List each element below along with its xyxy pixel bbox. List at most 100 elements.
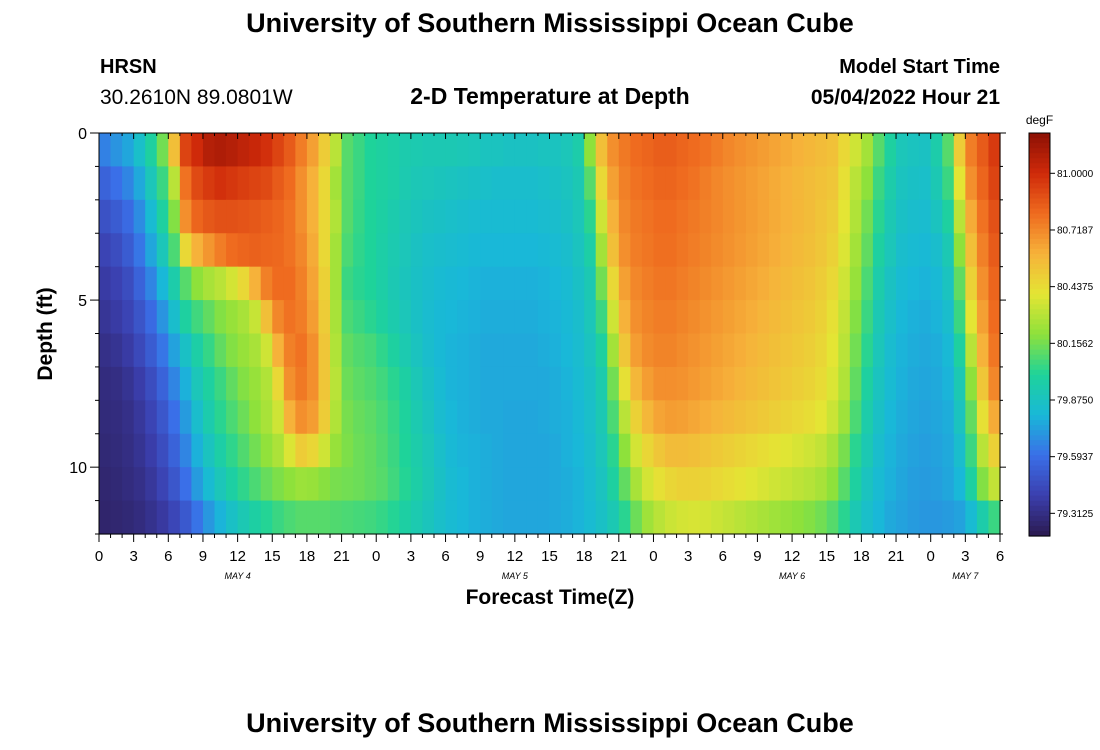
heatmap-cell	[283, 333, 296, 368]
heatmap-cell	[549, 133, 562, 168]
heatmap-cell	[722, 300, 735, 335]
heatmap-cell	[156, 400, 169, 435]
heatmap-cell	[838, 366, 851, 401]
heatmap-cell	[965, 366, 978, 401]
heatmap-cell	[480, 233, 493, 268]
heatmap-cell	[145, 400, 158, 435]
heatmap-cell	[145, 333, 158, 368]
heatmap-cell	[410, 166, 424, 201]
heatmap-cell	[561, 500, 574, 535]
x-axis-label: Forecast Time(Z)	[466, 586, 635, 609]
heatmap-cell	[838, 500, 851, 535]
x-tick-label: 15	[818, 548, 835, 565]
heatmap-cell	[907, 266, 920, 301]
heatmap-cell	[295, 333, 308, 368]
heatmap-cell	[376, 500, 389, 535]
heatmap-cell	[942, 366, 955, 401]
heatmap-cell	[491, 400, 504, 435]
heatmap-cell	[179, 366, 193, 401]
heatmap-cell	[445, 400, 458, 435]
heatmap-cell	[549, 400, 562, 435]
heatmap-cell	[907, 133, 920, 168]
heatmap-cell	[745, 300, 759, 335]
heatmap-cell	[561, 199, 574, 234]
heatmap-cell	[99, 133, 112, 168]
heatmap-cell	[665, 300, 678, 335]
heatmap-cell	[734, 433, 747, 468]
heatmap-cell	[503, 166, 516, 201]
heatmap-cell	[387, 400, 400, 435]
heatmap-cell	[988, 500, 1001, 535]
heatmap-cell	[156, 166, 169, 201]
heatmap-cell	[364, 400, 377, 435]
heatmap-cell	[561, 166, 574, 201]
heatmap-cell	[665, 199, 678, 234]
heatmap-cell	[410, 400, 424, 435]
heatmap-cell	[330, 199, 343, 234]
heatmap-cell	[503, 333, 516, 368]
heatmap-cell	[330, 266, 343, 301]
heatmap-cell	[630, 199, 643, 234]
heatmap-cell	[306, 300, 320, 335]
heatmap-cell	[503, 500, 516, 535]
heatmap-cell	[988, 266, 1001, 301]
heatmap-cell	[422, 500, 435, 535]
heatmap-cell	[861, 266, 874, 301]
heatmap-cell	[595, 400, 608, 435]
colorbar-tick-label: 80.4375	[1057, 282, 1094, 293]
heatmap-cell	[803, 266, 816, 301]
heatmap-cell	[110, 500, 123, 535]
colorbar-tick-label: 79.5937	[1057, 452, 1094, 463]
heatmap-cell	[364, 500, 377, 535]
heatmap-cell	[699, 199, 712, 234]
heatmap-cell	[156, 333, 169, 368]
heatmap-cell	[306, 433, 320, 468]
heatmap-cell	[942, 500, 955, 535]
heatmap-cell	[226, 333, 239, 368]
heatmap-cell	[503, 233, 516, 268]
colorbar-segment	[1029, 294, 1050, 300]
heatmap-cell	[468, 166, 481, 201]
heatmap-cell	[988, 166, 1001, 201]
heatmap-cell	[907, 400, 920, 435]
heatmap-cell	[283, 433, 296, 468]
heatmap-cell	[249, 133, 262, 168]
heatmap-cell	[907, 500, 920, 535]
heatmap-cell	[526, 500, 539, 535]
heatmap-cell	[526, 266, 539, 301]
heatmap-cell	[179, 500, 193, 535]
heatmap-cell	[942, 433, 955, 468]
heatmap-cell	[711, 500, 724, 535]
heatmap-cell	[330, 400, 343, 435]
heatmap-cell	[595, 233, 608, 268]
heatmap-cell	[757, 166, 770, 201]
heatmap-cell	[919, 199, 932, 234]
heatmap-cell	[514, 333, 527, 368]
colorbar-segment	[1029, 480, 1050, 487]
heatmap-cell	[341, 366, 354, 401]
heatmap-cell	[526, 233, 539, 268]
x-tick-label: 15	[541, 548, 558, 565]
heatmap-cell	[919, 166, 932, 201]
heatmap-cell	[930, 166, 943, 201]
heatmap-cell	[688, 300, 701, 335]
heatmap-cell	[930, 199, 943, 234]
heatmap-cell	[410, 199, 424, 234]
heatmap-cell	[803, 333, 816, 368]
colorbar-segment	[1029, 495, 1050, 502]
heatmap-cell	[99, 300, 112, 335]
heatmap-cell	[699, 133, 712, 168]
heatmap-cell	[780, 500, 793, 535]
heatmap-cell	[768, 199, 782, 234]
colorbar-segment	[1029, 163, 1050, 169]
heatmap-cell	[537, 366, 551, 401]
colorbar-segment	[1029, 198, 1050, 205]
heatmap-cell	[768, 133, 782, 168]
heatmap-cell	[226, 467, 239, 502]
heatmap-cell	[191, 500, 204, 535]
heatmap-cell	[133, 400, 146, 435]
colorbar-segment	[1029, 148, 1050, 154]
heatmap-cell	[422, 366, 435, 401]
heatmap-cell	[514, 300, 527, 335]
heatmap-cell	[387, 233, 400, 268]
